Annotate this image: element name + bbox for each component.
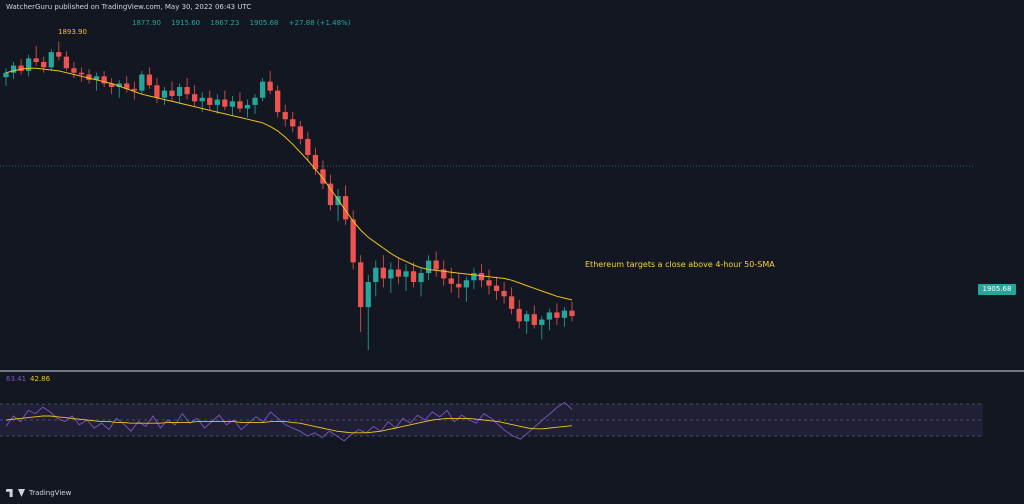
candle-body (71, 68, 77, 73)
candle-body (124, 83, 130, 89)
candle-body (275, 90, 281, 113)
rsi-value-label: 63.41 (6, 375, 27, 383)
candle-body (222, 99, 228, 107)
candle-body (78, 72, 85, 75)
high-marker-label: 1893.90 (58, 28, 87, 36)
candle-body (48, 52, 54, 68)
candle-body (554, 312, 560, 318)
tradingview-logo-icon (6, 489, 13, 497)
rsi-levels (0, 403, 983, 437)
candle-body (486, 280, 492, 286)
candle-body (380, 267, 386, 279)
candle-body (320, 169, 326, 184)
candle-body (93, 76, 100, 80)
candle-body (237, 101, 243, 109)
tradingview-brand: TradingView (29, 489, 72, 497)
candle-body (516, 308, 522, 322)
candle-body (305, 138, 311, 156)
ohlc-low: 1867.23 (210, 19, 240, 27)
last-price-tag: 1905.68 (978, 284, 1016, 295)
candle-body (388, 269, 394, 279)
sma-50-line (5, 67, 573, 301)
candle-body (161, 90, 168, 98)
candle-body (350, 219, 356, 263)
candle-body (109, 83, 115, 88)
candle-body (131, 88, 137, 91)
candle-body (403, 271, 409, 277)
candle-body (539, 319, 545, 325)
candle-body (433, 260, 439, 270)
candle-body (244, 104, 251, 109)
ohlc-high: 1915.60 (171, 19, 201, 27)
candle-body (116, 83, 122, 88)
ohlc-change: +27.88 (+1.48%) (288, 19, 351, 27)
tradingview-logo-icon-part (18, 489, 25, 497)
ohlc-open: 1877.90 (132, 19, 161, 27)
candle-body (18, 65, 24, 71)
candle-body (335, 196, 341, 206)
candle-body (365, 282, 371, 308)
rsi-ma-value-label: 42.86 (30, 375, 51, 383)
candlestick-series (3, 41, 575, 350)
candle-body (456, 283, 462, 288)
candle-body (501, 290, 507, 297)
candle-body (561, 310, 568, 318)
candle-body (410, 271, 417, 283)
candle-body (282, 112, 288, 120)
chart-annotation: Ethereum targets a close above 4-hour 50… (585, 260, 775, 269)
candle-body (25, 58, 32, 71)
candle-body (297, 126, 303, 139)
candle-body (229, 101, 236, 107)
candle-body (176, 87, 183, 96)
candle-body (56, 52, 62, 57)
candle-body (169, 90, 175, 96)
candle-body (463, 280, 469, 288)
candle-body (139, 74, 145, 91)
candle-body (524, 314, 530, 322)
ohlc-close: 1905.68 (249, 19, 279, 27)
candle-body (207, 97, 213, 105)
candle-body (259, 81, 266, 98)
candle-body (312, 155, 319, 170)
candle-body (327, 183, 334, 206)
candle-body (478, 273, 485, 281)
candle-body (184, 87, 190, 95)
candle-body (267, 81, 273, 91)
candle-body (214, 99, 220, 105)
ohlc-readout: 1877.90 1915.60 1867.23 1905.68 +27.88 (… (132, 19, 358, 27)
candle-body (471, 273, 477, 281)
candle-body (192, 94, 198, 102)
candle-body (418, 273, 424, 283)
candle-body (10, 65, 17, 73)
candle-body (101, 76, 107, 84)
rsi-line (5, 401, 573, 442)
candle-body (290, 119, 296, 127)
candle-body (86, 74, 92, 80)
candle-body (531, 314, 537, 325)
candle-body (569, 310, 575, 317)
candle-body (41, 61, 47, 68)
candle-body (441, 269, 447, 279)
candle-body (546, 312, 553, 320)
candle-body (373, 267, 379, 283)
candle-body (448, 278, 454, 284)
candle-body (63, 56, 70, 69)
tradingview-logo[interactable]: TradingView (6, 489, 71, 497)
candle-body (425, 260, 432, 274)
candle-body (199, 97, 205, 102)
candle-body (395, 269, 402, 277)
candle-body (358, 262, 364, 308)
publisher-line: WatcherGuru published on TradingView.com… (6, 3, 252, 11)
candle-body (508, 296, 515, 309)
candle-body (252, 97, 258, 105)
candle-body (493, 285, 500, 291)
candle-body (3, 72, 9, 78)
rsi-ma-line (5, 415, 573, 434)
candle-body (154, 85, 160, 98)
candle-body (342, 196, 349, 220)
candle-body (33, 58, 39, 62)
candle-body (146, 74, 153, 86)
